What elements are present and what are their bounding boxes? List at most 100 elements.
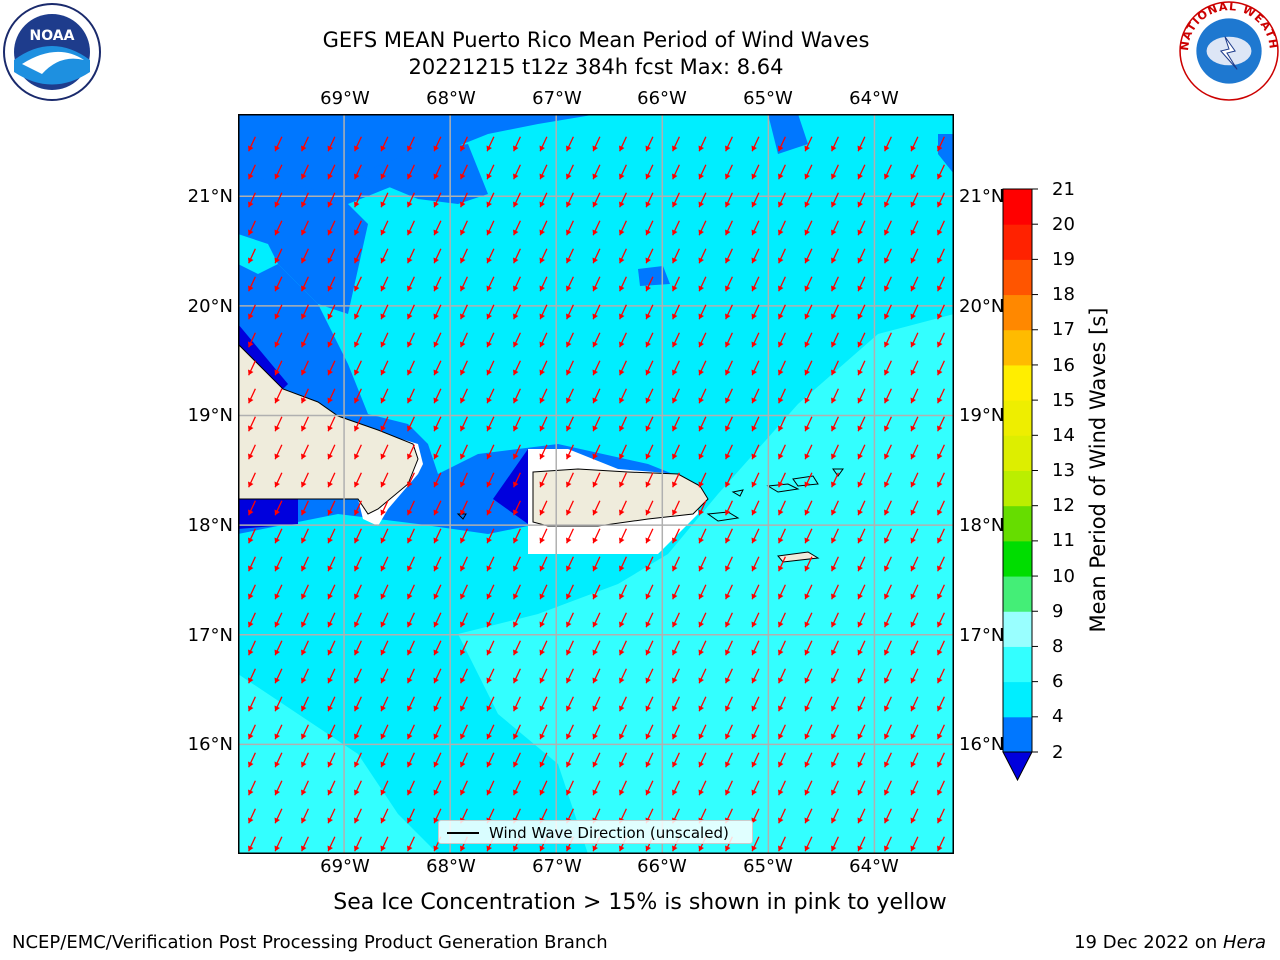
colorbar-tick-19: 19	[1052, 249, 1075, 270]
wind-wave-arrow	[910, 556, 919, 572]
wind-wave-arrow	[884, 836, 892, 852]
wind-wave-arrow	[486, 164, 495, 180]
wind-wave-arrow	[645, 752, 654, 768]
wind-wave-arrow	[539, 192, 548, 208]
wind-wave-arrow	[831, 724, 839, 740]
wind-wave-arrow	[884, 780, 892, 796]
wind-wave-arrow	[910, 136, 919, 152]
wind-wave-arrow	[937, 220, 945, 236]
wind-wave-arrow	[301, 304, 309, 320]
wind-wave-arrow	[274, 192, 283, 208]
wind-wave-arrow	[751, 500, 760, 516]
wind-wave-arrow	[327, 136, 336, 152]
wind-wave-arrow	[857, 668, 866, 684]
wind-wave-arrow	[301, 724, 309, 740]
wind-wave-arrow	[857, 724, 866, 740]
wind-wave-arrow	[433, 220, 442, 236]
wind-wave-arrow	[698, 164, 707, 180]
wind-wave-arrow	[460, 304, 468, 320]
wind-wave-arrow	[937, 696, 945, 712]
wind-wave-arrow	[433, 500, 442, 516]
wind-wave-arrow	[884, 164, 892, 180]
wind-wave-arrow	[380, 248, 389, 264]
wind-wave-arrow	[831, 528, 839, 544]
wind-wave-arrow	[513, 248, 521, 264]
y-tick-right-16n: 16°N	[959, 734, 1005, 755]
wind-wave-arrow	[566, 164, 574, 180]
wind-wave-arrow	[274, 780, 283, 796]
wind-wave-arrow	[619, 612, 627, 628]
wind-wave-arrow	[857, 136, 866, 152]
wind-wave-arrow	[539, 472, 548, 488]
wind-wave-arrow	[407, 752, 415, 768]
wind-wave-arrow	[460, 640, 468, 656]
wind-wave-arrow	[380, 304, 389, 320]
wind-wave-arrow	[672, 640, 680, 656]
wind-wave-arrow	[884, 528, 892, 544]
wind-wave-arrow	[539, 556, 548, 572]
wind-wave-arrow	[619, 472, 627, 488]
wind-wave-arrow	[804, 304, 813, 320]
wind-wave-arrow	[857, 808, 866, 824]
wind-wave-arrow	[248, 248, 256, 264]
wind-wave-arrow	[327, 500, 336, 516]
noaa-logo: NOAA	[3, 3, 101, 101]
wind-wave-arrow	[910, 668, 919, 684]
wind-wave-arrow	[831, 444, 839, 460]
legend-label: Wind Wave Direction (unscaled)	[489, 824, 729, 842]
wind-wave-arrow	[539, 668, 548, 684]
map-border	[238, 114, 954, 854]
wind-wave-arrow	[645, 584, 654, 600]
wind-wave-arrow	[804, 388, 813, 404]
wind-wave-arrow	[486, 696, 495, 712]
wind-wave-arrow	[937, 192, 945, 208]
wind-wave-arrow	[910, 836, 919, 852]
wind-wave-arrow	[513, 388, 521, 404]
wind-wave-arrow	[725, 192, 733, 208]
wind-wave-arrow	[486, 388, 495, 404]
wind-wave-arrow	[327, 416, 336, 432]
wind-wave-arrow	[354, 444, 362, 460]
wind-wave-arrow	[672, 472, 680, 488]
wind-wave-arrow	[460, 584, 468, 600]
wind-wave-arrow	[910, 276, 919, 292]
wind-wave-arrow	[778, 584, 786, 600]
wind-wave-arrow	[513, 780, 521, 796]
wind-wave-arrow	[301, 612, 309, 628]
wind-wave-arrow	[857, 332, 866, 348]
wind-wave-arrow	[778, 192, 786, 208]
wind-wave-arrow	[513, 696, 521, 712]
colorbar-bin	[1003, 259, 1032, 296]
wind-wave-arrow	[884, 444, 892, 460]
wind-wave-arrow	[645, 388, 654, 404]
wind-wave-arrow	[248, 780, 256, 796]
wind-wave-arrow	[619, 696, 627, 712]
wind-wave-arrow	[486, 360, 495, 376]
wind-wave-arrow	[804, 444, 813, 460]
wind-wave-arrow	[460, 696, 468, 712]
wind-wave-arrow	[725, 220, 733, 236]
wind-wave-arrow	[725, 500, 733, 516]
wind-wave-arrow	[407, 416, 415, 432]
colorbar-bin	[1003, 329, 1032, 366]
wind-wave-arrow	[619, 276, 627, 292]
wind-wave-arrow	[248, 136, 256, 152]
wind-wave-arrow	[751, 612, 760, 628]
wind-wave-arrow	[751, 668, 760, 684]
x-tick-top-65w: 65°W	[743, 88, 793, 109]
wind-wave-arrow	[407, 276, 415, 292]
wind-wave-arrow	[592, 584, 601, 600]
wind-wave-arrow	[301, 444, 309, 460]
wind-wave-arrow	[910, 584, 919, 600]
wind-wave-arrow	[804, 500, 813, 516]
wind-wave-arrow	[407, 556, 415, 572]
wind-wave-arrow	[433, 780, 442, 796]
y-tick-left-19n: 19°N	[187, 405, 233, 426]
colorbar-bin	[1003, 189, 1032, 225]
wind-wave-arrow	[486, 304, 495, 320]
wind-wave-arrow	[274, 136, 283, 152]
wind-wave-arrow	[831, 248, 839, 264]
wind-wave-arrow	[831, 668, 839, 684]
colorbar-tick-18: 18	[1052, 284, 1075, 305]
wind-wave-arrow	[592, 276, 601, 292]
